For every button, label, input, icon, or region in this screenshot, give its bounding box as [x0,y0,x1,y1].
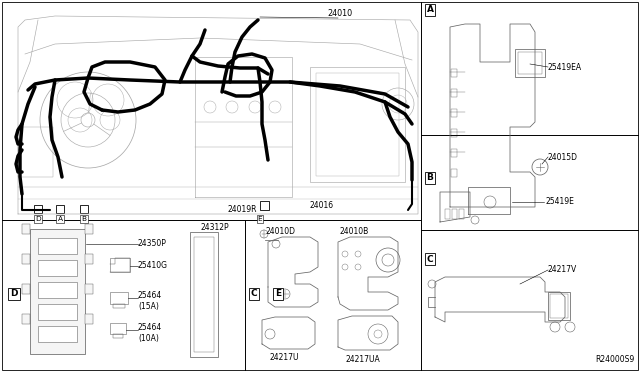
Bar [34,205,42,213]
Text: 24217U: 24217U [270,353,300,362]
Bar [22,254,30,264]
Bar [310,67,405,182]
Bar [451,69,457,77]
Bar [110,292,128,304]
Bar [518,52,542,74]
Text: 24217UA: 24217UA [345,355,380,363]
Bar [190,232,218,357]
Text: 24312P: 24312P [201,222,229,231]
Bar [80,205,88,213]
Text: 25464: 25464 [138,324,163,333]
Text: 25419EA: 25419EA [548,62,582,71]
Bar [451,129,457,137]
Text: C: C [251,289,257,298]
Text: 25410G: 25410G [138,262,168,270]
Text: (15A): (15A) [138,301,159,311]
Bar [85,224,93,234]
Bar [38,304,77,320]
Text: R24000S9: R24000S9 [595,355,634,364]
Bar [38,326,77,342]
Text: C: C [427,254,433,263]
Text: B: B [81,216,86,222]
Text: 24010D: 24010D [266,228,296,237]
Bar [110,323,126,334]
Text: A: A [58,216,63,222]
Bar [56,205,64,213]
Text: 25419E: 25419E [545,198,574,206]
Bar [445,209,450,219]
Bar [85,254,93,264]
Bar [113,334,123,338]
Text: 24010B: 24010B [340,228,369,237]
Bar [38,282,77,298]
Text: D: D [10,289,18,298]
Bar [459,209,464,219]
Text: 24350P: 24350P [138,240,167,248]
Bar [30,229,85,354]
Text: 24015D: 24015D [548,153,578,161]
Bar [451,109,457,117]
Bar [18,127,53,177]
Bar [451,169,457,177]
Text: 25464: 25464 [138,292,163,301]
Bar [85,314,93,324]
Bar [550,294,568,318]
Bar [316,73,399,176]
Text: 24010: 24010 [328,10,353,19]
Bar [260,201,269,210]
Bar [194,237,214,352]
Bar [113,304,125,308]
Bar [515,49,545,77]
Text: B: B [427,173,433,183]
Text: (10A): (10A) [138,334,159,343]
Bar [110,258,130,272]
Bar [548,292,570,320]
Text: E: E [275,289,281,298]
Bar [22,224,30,234]
Text: E: E [258,216,262,222]
Bar [38,260,77,276]
Bar [22,284,30,294]
Bar [22,314,30,324]
Bar [451,89,457,97]
Text: A: A [426,6,433,15]
Text: 24217V: 24217V [548,266,577,275]
Bar [452,209,457,219]
Bar [85,284,93,294]
Bar [451,149,457,157]
Bar [38,238,77,254]
Text: 24019R: 24019R [227,205,257,215]
Text: D: D [35,216,41,222]
Text: 24016: 24016 [310,201,334,209]
